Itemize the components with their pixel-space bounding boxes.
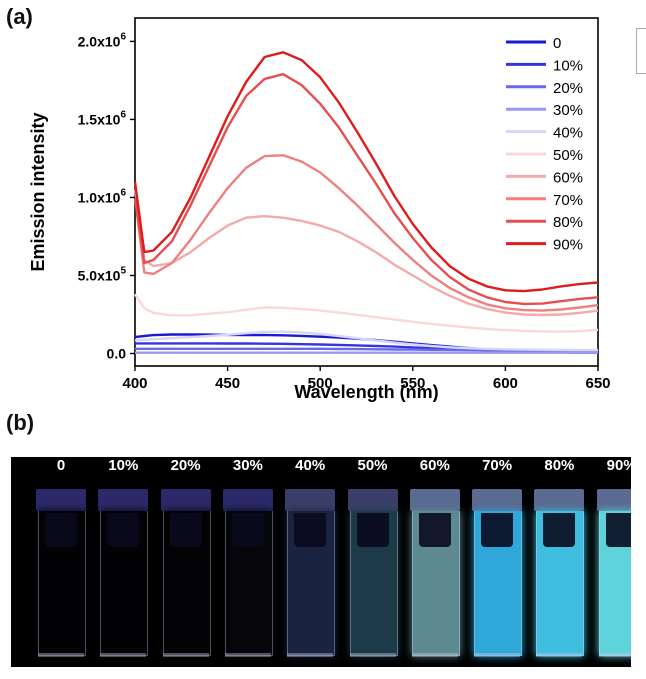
legend-label-4: 40% <box>553 125 583 142</box>
cuvette-headspace <box>45 513 77 547</box>
y-tick-label-1: 5.0x105 <box>78 265 127 283</box>
y-tick-label-3: 1.5x106 <box>78 109 127 127</box>
cuvette-base <box>474 653 521 657</box>
cuvette-4 <box>282 477 338 657</box>
vial-label-3: 30% <box>232 457 263 474</box>
legend-label-8: 80% <box>553 214 583 231</box>
cuvette-headspace <box>294 513 327 547</box>
x-tick-label-0: 400 <box>122 375 147 392</box>
cuvette-cap <box>596 489 631 511</box>
legend-label-5: 50% <box>553 147 583 164</box>
cuvette-1 <box>95 477 151 657</box>
cuvette-cap <box>472 489 523 511</box>
cuvette-base <box>349 653 396 657</box>
cuvette-headspace <box>543 513 576 547</box>
cuvette-headspace <box>418 513 451 547</box>
x-tick-label-1: 450 <box>215 375 240 392</box>
cuvette-headspace <box>356 513 389 547</box>
vial-label-9: 90% <box>606 457 631 474</box>
vial-label-8: 80% <box>544 457 575 474</box>
series-line-6 <box>133 189 599 317</box>
legend-label-0: 0 <box>553 35 561 52</box>
cuvette-cap <box>36 489 86 511</box>
cuvette-cap <box>347 489 398 511</box>
panel-b-label: (b) <box>6 410 35 435</box>
cuvette-base <box>162 653 209 657</box>
x-tick-label-2: 500 <box>308 375 333 392</box>
y-tick-label-0: 0.0 <box>107 346 127 362</box>
cuvette-8 <box>531 477 587 657</box>
cuvette-7 <box>469 477 525 657</box>
legend-label-1: 10% <box>553 57 583 74</box>
cuvette-cap <box>285 489 336 511</box>
cuvette-base <box>287 653 334 657</box>
legend-label-9: 90% <box>553 237 583 254</box>
x-tick-label-3: 550 <box>400 375 425 392</box>
cuvette-6 <box>407 477 463 657</box>
cuvette-0 <box>33 477 89 657</box>
vial-label-5: 50% <box>357 457 388 474</box>
cuvette-headspace <box>605 513 631 547</box>
cuvette-cap <box>222 489 273 511</box>
emission-chart: 400 450 500 550 600 650 0.0 5.0x105 1.0x106 1.5x1… <box>28 17 611 402</box>
legend-label-3: 30% <box>553 102 583 119</box>
vial-label-2: 20% <box>170 457 201 474</box>
legend-label-7: 70% <box>553 192 583 209</box>
cuvette-3 <box>220 477 276 657</box>
cropped-box-edge <box>636 28 646 74</box>
y-axis-title: Emission intensity <box>28 112 48 271</box>
legend-label-2: 20% <box>553 80 583 97</box>
vial-photo: 0 10% 20% 30% 40% 50% 60% 70% 80% 90% <box>11 457 631 667</box>
cuvette-headspace <box>107 513 140 547</box>
series-line-5 <box>133 293 599 333</box>
cuvette-base <box>536 653 583 657</box>
series-line-9 <box>133 51 599 293</box>
y-tick-label-4: 2.0x106 <box>78 31 127 49</box>
cuvette-base <box>411 653 458 657</box>
cuvette-cap <box>409 489 460 511</box>
series-line-7 <box>133 154 599 312</box>
cuvette-base <box>224 653 271 657</box>
y-tick-label-2: 1.0x106 <box>78 187 127 205</box>
cuvette-headspace <box>231 513 264 547</box>
cuvette-headspace <box>169 513 202 547</box>
x-tick-label-5: 650 <box>585 375 610 392</box>
cuvette-9 <box>594 477 631 657</box>
panel-a-label: (a) <box>6 4 33 29</box>
cuvette-base <box>38 653 84 657</box>
cuvette-base <box>598 653 631 657</box>
legend-label-6: 60% <box>553 169 583 186</box>
cuvette-headspace <box>481 513 514 547</box>
x-tick-label-4: 600 <box>493 375 518 392</box>
vial-label-7: 70% <box>482 457 513 474</box>
vial-label-4: 40% <box>295 457 326 474</box>
cuvette-cap <box>534 489 585 511</box>
series-line-4 <box>134 330 598 352</box>
cuvette-cap <box>160 489 211 511</box>
vial-label-0: 0 <box>56 457 66 474</box>
vial-label-6: 60% <box>419 457 450 474</box>
x-axis-title: Wavelength (nm) <box>294 382 438 402</box>
cuvette-2 <box>158 477 214 657</box>
cuvette-5 <box>345 477 401 657</box>
vial-label-1: 10% <box>108 457 139 474</box>
series-line-8 <box>133 73 599 306</box>
cuvette-base <box>100 653 147 657</box>
cuvette-cap <box>98 489 149 511</box>
